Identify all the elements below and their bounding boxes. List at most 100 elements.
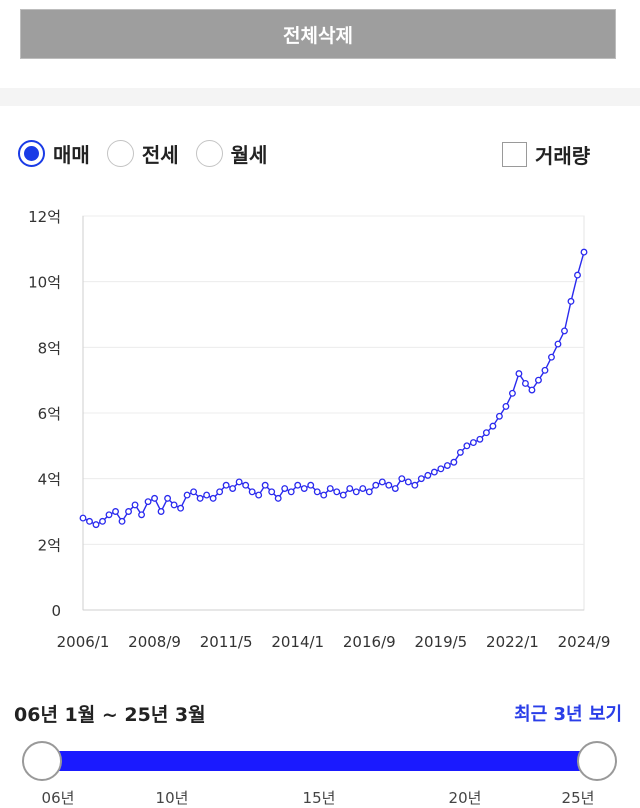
data-point [398,475,406,483]
data-point [411,481,419,489]
data-point [281,485,289,492]
radio-unselected-icon [106,139,134,167]
radio-monthly[interactable]: 월세 [195,139,268,168]
x-tick-label: 2024/9 [558,633,611,651]
data-point [144,498,152,506]
range-slider-end-handle[interactable] [577,741,617,781]
x-tick-label: 2006/1 [57,633,110,651]
data-point [112,508,119,515]
data-point [177,504,185,512]
data-point [307,481,315,489]
data-point [495,412,503,420]
data-point [580,248,588,256]
x-tick-label: 2016/9 [343,633,396,651]
data-point [170,501,178,509]
date-range-text: 06년 1월 ~ 25년 3월 [14,704,206,726]
slider-label: 15년 [302,789,336,807]
price-chart: 0 2억 4억 6억 8억 10억 12억 2006/1 2008/9 2011/5 2014/1 2… [28,208,611,651]
data-point [372,481,380,489]
data-point [261,481,269,489]
data-point [359,485,367,492]
data-point [404,478,412,486]
data-point [456,448,464,456]
data-point [157,508,165,515]
data-point [313,488,321,496]
radio-jeonse[interactable]: 전세 [106,139,179,168]
data-point [443,462,451,469]
delete-all-button[interactable]: 전체삭제 [20,9,616,59]
radio-sale[interactable]: 매매 [18,139,90,168]
radio-selected-icon [18,139,45,167]
y-tick-label: 8억 [38,339,61,357]
data-point [216,488,224,496]
slider-label: 20년 [448,789,482,807]
data-point [118,517,126,525]
data-point [567,297,575,305]
y-tick-label: 10억 [28,274,61,292]
data-point [300,485,308,492]
data-point [437,465,445,473]
data-point [131,501,139,509]
data-point [138,511,146,519]
x-tick-label: 2011/5 [200,633,253,651]
data-point [548,353,555,361]
data-point [469,439,477,446]
data-point [476,435,484,443]
x-tick-label: 2008/9 [128,633,181,651]
radio-label-jeonse: 전세 [141,142,179,167]
data-point [574,271,581,279]
trade-type-radio-group: 매매 전세 월세 [18,136,284,170]
data-point [561,327,568,335]
data-point [508,389,516,397]
data-point [333,488,341,496]
data-point [320,491,328,499]
recent-3y-link[interactable]: 최근 3년 보기 [514,704,622,725]
volume-checkbox[interactable]: 거래량 [502,140,590,169]
data-point [86,517,93,525]
data-point [352,488,360,496]
data-point [326,485,334,492]
x-tick-label: 2022/1 [486,633,539,651]
range-slider-track[interactable] [42,751,597,771]
data-point [489,422,497,430]
data-point [528,386,536,394]
slider-label: 25년 [561,789,595,807]
data-point [105,511,113,519]
range-slider-start-handle[interactable] [22,741,62,781]
data-point [164,494,172,502]
slider-label: 10년 [155,789,189,807]
data-point [450,458,458,466]
x-tick-label: 2014/1 [271,633,324,651]
data-point [378,478,386,486]
data-point [535,376,542,384]
volume-label: 거래량 [535,144,591,168]
data-point [554,340,562,348]
data-point [385,481,393,489]
data-point [430,468,438,476]
data-point [248,488,256,496]
data-point [222,481,230,489]
data-point [424,471,432,479]
data-point [183,491,191,499]
data-point [92,521,100,529]
y-tick-label: 12억 [28,208,61,226]
data-point [482,429,490,437]
slider-label: 06년 [41,789,75,807]
data-point [541,366,549,374]
data-point [521,379,529,387]
section-divider [0,88,640,106]
data-point [242,481,250,489]
data-point [502,402,510,410]
data-point [235,478,243,486]
data-point [287,488,295,496]
radio-unselected-icon [195,139,223,167]
checkbox-icon [502,142,527,167]
data-point [417,475,425,483]
data-point [268,488,276,496]
y-tick-label: 4억 [38,471,61,489]
y-tick-label: 0 [51,602,61,620]
data-point [229,485,237,492]
data-point [294,481,302,489]
data-point [365,488,373,496]
radio-label-monthly: 월세 [230,142,268,167]
